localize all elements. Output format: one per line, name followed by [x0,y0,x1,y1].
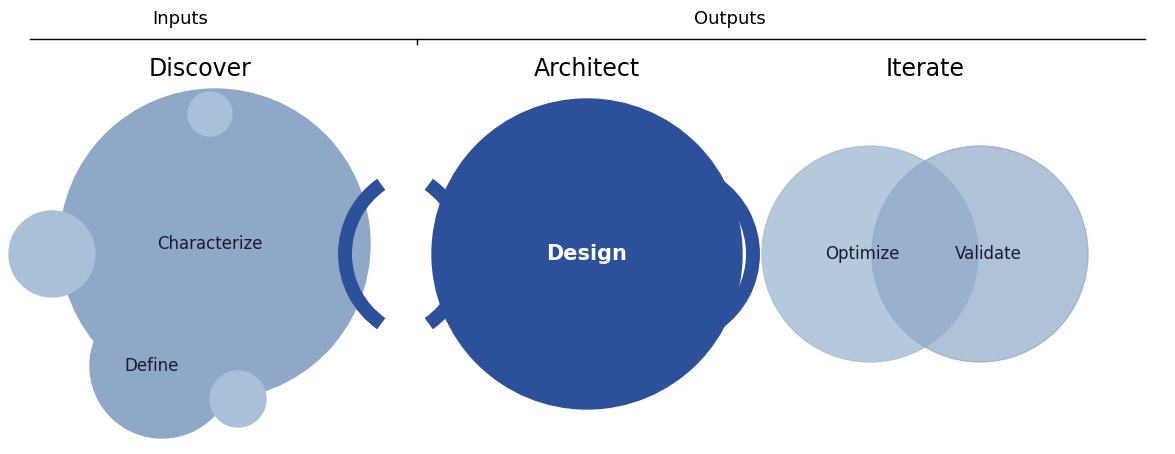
Text: Iterate: Iterate [886,57,965,81]
Text: Design: Design [546,244,627,264]
Circle shape [872,146,1088,362]
Text: Outputs: Outputs [694,10,766,28]
Text: Architect: Architect [533,57,640,81]
Text: Validate: Validate [954,245,1021,263]
Circle shape [210,371,266,427]
Text: Optimize: Optimize [825,245,899,263]
Circle shape [90,294,234,438]
Text: Inputs: Inputs [152,10,208,28]
Circle shape [432,99,741,409]
Circle shape [763,146,978,362]
Circle shape [9,211,95,297]
Text: Characterize: Characterize [157,235,263,253]
Circle shape [188,92,231,136]
Circle shape [60,89,370,399]
Text: Define: Define [125,357,179,375]
Text: Discover: Discover [148,57,251,81]
